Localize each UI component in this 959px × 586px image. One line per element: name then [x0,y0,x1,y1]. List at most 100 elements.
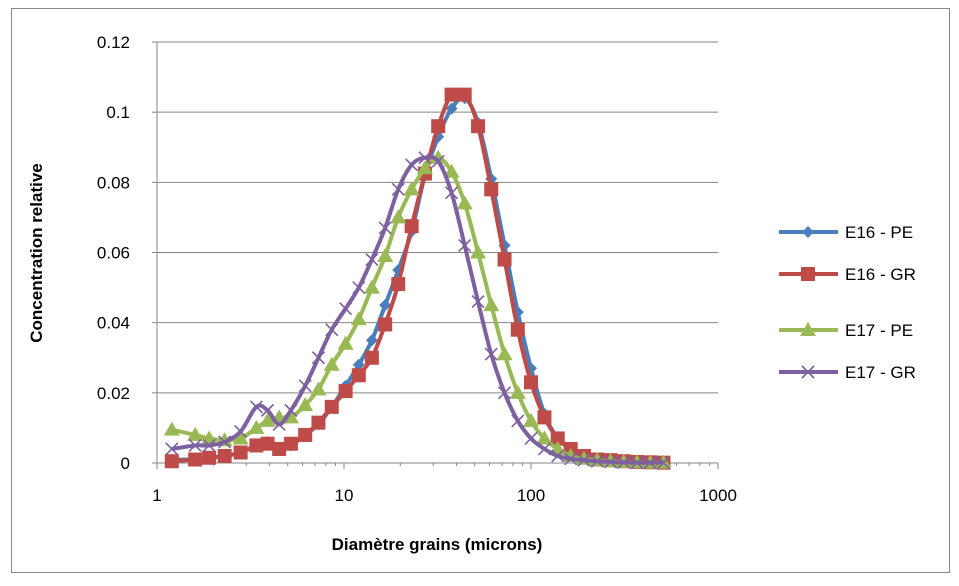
data-point [537,442,552,456]
x-tick-label: 1 [152,486,161,505]
data-point [484,347,498,361]
data-point [509,384,526,399]
data-point [458,238,472,253]
data-point [187,426,204,441]
data-point [350,311,367,326]
data-point [202,450,217,465]
legend-marker [801,267,815,281]
legend-label: E16 - GR [845,265,916,284]
y-tick-label: 0.12 [97,33,130,52]
legend-marker [802,226,814,238]
y-tick-label: 0.1 [106,103,130,122]
data-point [325,323,339,337]
data-point [496,346,513,361]
data-point [260,436,275,451]
legend-marker [800,322,816,336]
data-point [339,302,353,316]
data-point [249,400,263,414]
data-point [416,160,433,175]
data-point [456,195,473,210]
data-point [457,87,472,102]
data-point [524,375,538,390]
legend-item: E16 - PE [779,223,913,242]
data-point [511,414,525,428]
data-point [352,281,366,295]
data-point [403,181,420,196]
data-point [390,209,407,224]
data-point [310,381,327,396]
data-point [311,415,326,430]
data-point [364,350,379,365]
data-point [163,421,180,436]
x-tick-label: 1000 [699,486,737,505]
data-point [471,119,486,134]
data-point [365,334,378,347]
data-point [391,182,405,196]
series-3 [165,151,671,470]
data-point [283,436,298,451]
legend: E16 - PE E16 - GR E17 - PE E17 - GR [779,223,916,382]
data-point [379,299,392,312]
data-point [643,456,657,470]
x-tick-label: 100 [517,486,545,505]
data-point [249,438,264,453]
y-axis-ticks: 0 0.02 0.04 0.06 0.08 0.1 0.12 [97,33,157,473]
legend-item: E16 - GR [779,265,916,284]
data-point [418,151,432,165]
data-point [311,351,326,365]
data-point [630,456,644,470]
y-tick-label: 0.06 [97,244,130,263]
legend-label: E16 - PE [845,223,913,242]
legend-label: E17 - GR [845,363,916,382]
data-point [377,248,394,263]
data-point [471,295,485,309]
data-point [523,412,539,427]
data-point [537,410,552,425]
data-point [497,252,512,267]
data-point [550,431,565,446]
data-point [444,87,459,102]
data-point [431,119,446,134]
data-point [564,452,578,466]
data-point [497,386,512,400]
data-point [443,163,460,178]
data-point [470,244,487,259]
data-point [656,456,671,470]
x-axis-ticks: 1 10 100 1000 [152,463,737,505]
data-point [272,441,287,456]
data-point [234,424,248,438]
legend-marker [801,365,815,379]
legend-item: E17 - PE [779,321,913,340]
data-point [431,154,445,168]
data-point [378,317,393,332]
data-point [444,186,459,200]
data-point [404,219,419,234]
data-point [483,297,500,312]
data-point [188,438,202,453]
data-point [378,221,392,235]
chart-border [11,8,950,573]
data-point [165,442,179,456]
data-point [352,358,365,371]
data-point [445,102,458,115]
data-point [551,449,565,463]
data-point [284,403,298,417]
data-point [260,403,275,417]
data-point [510,322,525,337]
data-point [365,252,379,267]
data-point [233,445,248,460]
y-tick-label: 0.08 [97,173,130,192]
y-tick-label: 0.04 [97,314,130,333]
data-point [577,453,591,467]
data-point [164,454,179,469]
data-point [217,448,232,463]
y-axis-title: Concentration relative [27,163,46,343]
x-tick-label: 10 [335,486,354,505]
data-point [536,430,553,445]
data-point [590,454,604,468]
legend-label: E17 - PE [845,321,913,340]
data-point [363,279,380,294]
data-point [323,356,340,371]
